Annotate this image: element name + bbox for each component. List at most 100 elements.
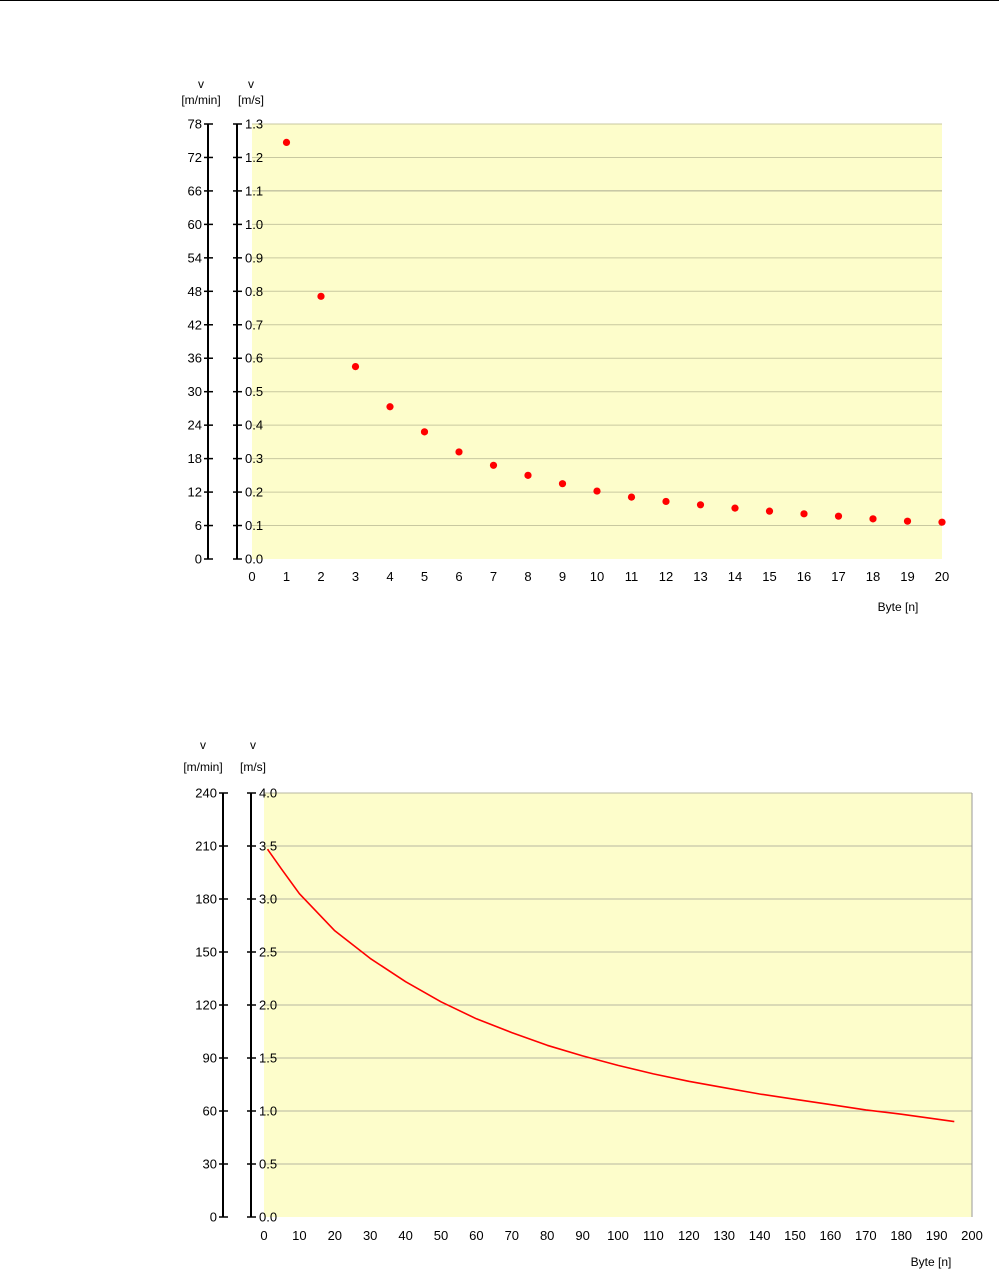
x-tick-label: 3 (352, 569, 359, 584)
y-tick-label-right: 0.7 (245, 317, 263, 332)
y-tick-label-left: 210 (195, 839, 217, 854)
right-axis-label: v (248, 77, 254, 91)
y-tick-label-left: 30 (188, 384, 202, 399)
y-tick-label-left: 120 (195, 998, 217, 1013)
data-point (903, 517, 912, 525)
x-tick-label: 12 (659, 569, 673, 584)
x-tick-label: 5 (421, 569, 428, 584)
y-tick-label-left: 240 (195, 786, 217, 801)
y-tick-label-right: 0.0 (259, 1210, 277, 1225)
x-tick-label: 2 (317, 569, 324, 584)
y-tick-label-right: 0.0 (245, 552, 263, 567)
data-point (696, 501, 705, 509)
x-tick-label: 140 (749, 1228, 771, 1243)
x-tick-label: 70 (505, 1228, 519, 1243)
y-tick-label-right: 0.2 (245, 485, 263, 500)
right-axis-unit: [m/s] (238, 93, 264, 107)
y-tick-label-left: 150 (195, 945, 217, 960)
x-tick-label: 9 (559, 569, 566, 584)
x-tick-label: 190 (926, 1228, 948, 1243)
data-point (834, 512, 843, 520)
x-tick-label: 130 (713, 1228, 735, 1243)
data-point (386, 403, 394, 411)
y-tick-label-right: 0.5 (245, 384, 263, 399)
x-tick-label: 20 (935, 569, 949, 584)
y-tick-label-right: 1.3 (245, 117, 263, 132)
data-point (731, 504, 739, 512)
x-tick-label: 170 (855, 1228, 877, 1243)
data-point (351, 362, 360, 371)
y-tick-label-left: 78 (188, 117, 202, 132)
x-tick-label: 1 (283, 569, 290, 584)
x-tick-label: 11 (625, 569, 639, 584)
y-tick-label-left: 72 (188, 150, 202, 165)
y-tick-label-left: 30 (203, 1157, 217, 1172)
y-tick-label-left: 24 (188, 418, 202, 433)
y-tick-label-left: 60 (203, 1104, 217, 1119)
plot-area (252, 124, 942, 559)
data-point (869, 515, 877, 523)
x-tick-label: 30 (363, 1228, 377, 1243)
x-tick-label: 13 (693, 569, 707, 584)
chart-speed-vs-byte-small: 0 0.06 0.112 0.218 0.324 0.430 0.536 0.642 0.748… (181, 77, 949, 614)
y-tick-label-right: 1.2 (245, 150, 263, 165)
y-tick-label-left: 90 (203, 1051, 217, 1066)
data-point (938, 518, 946, 526)
x-tick-label: 15 (762, 569, 776, 584)
data-point (524, 471, 532, 479)
x-tick-label: 120 (678, 1228, 700, 1243)
y-tick-label-right: 1.5 (259, 1051, 277, 1066)
x-tick-label: 200 (961, 1228, 983, 1243)
x-tick-label: 180 (890, 1228, 912, 1243)
x-tick-label: 80 (540, 1228, 554, 1243)
x-tick-label: 60 (469, 1228, 483, 1243)
x-axis-label: Byte [n] (878, 600, 919, 614)
left-axis-unit: [m/min] (183, 760, 222, 774)
x-tick-label: 4 (386, 569, 393, 584)
x-axis-label: Byte [n] (911, 1255, 952, 1269)
y-tick-label-left: 60 (188, 217, 202, 232)
data-point (558, 480, 567, 488)
y-tick-label-left: 54 (188, 250, 202, 265)
y-tick-label-right: 0.1 (245, 518, 263, 533)
y-tick-label-right: 0.5 (259, 1157, 277, 1172)
y-tick-label-right: 0.4 (245, 418, 263, 433)
x-tick-label: 50 (434, 1228, 448, 1243)
x-tick-label: 20 (328, 1228, 342, 1243)
data-point (317, 292, 325, 300)
y-tick-label-left: 6 (195, 518, 202, 533)
x-tick-label: 7 (490, 569, 497, 584)
right-axis-unit: [m/s] (240, 760, 266, 774)
x-tick-label: 8 (524, 569, 531, 584)
x-tick-label: 0 (248, 569, 255, 584)
x-tick-label: 6 (455, 569, 462, 584)
data-point (489, 461, 498, 469)
data-point (455, 448, 463, 456)
x-tick-label: 17 (831, 569, 845, 584)
y-tick-label-right: 3.5 (259, 839, 277, 854)
x-tick-label: 16 (797, 569, 811, 584)
y-tick-label-right: 0.9 (245, 250, 263, 265)
x-tick-label: 18 (866, 569, 880, 584)
x-tick-label: 90 (575, 1228, 589, 1243)
y-tick-label-right: 0.8 (245, 284, 263, 299)
page-top-rule (0, 0, 999, 1)
x-tick-label: 10 (292, 1228, 306, 1243)
data-point (800, 510, 808, 518)
x-tick-label: 10 (590, 569, 604, 584)
x-tick-label: 14 (728, 569, 742, 584)
x-tick-label: 150 (784, 1228, 806, 1243)
y-tick-label-left: 42 (188, 317, 202, 332)
right-axis-label: v (250, 738, 256, 752)
x-tick-label: 40 (398, 1228, 412, 1243)
y-tick-label-left: 48 (188, 284, 202, 299)
y-tick-label-right: 2.5 (259, 945, 277, 960)
y-tick-label-right: 0.6 (245, 351, 263, 366)
y-tick-label-left: 36 (188, 351, 202, 366)
data-point (627, 493, 636, 501)
x-tick-label: 19 (900, 569, 914, 584)
y-tick-label-right: 1.0 (259, 1104, 277, 1119)
y-tick-label-right: 2.0 (259, 998, 277, 1013)
y-tick-label-left: 66 (188, 183, 202, 198)
